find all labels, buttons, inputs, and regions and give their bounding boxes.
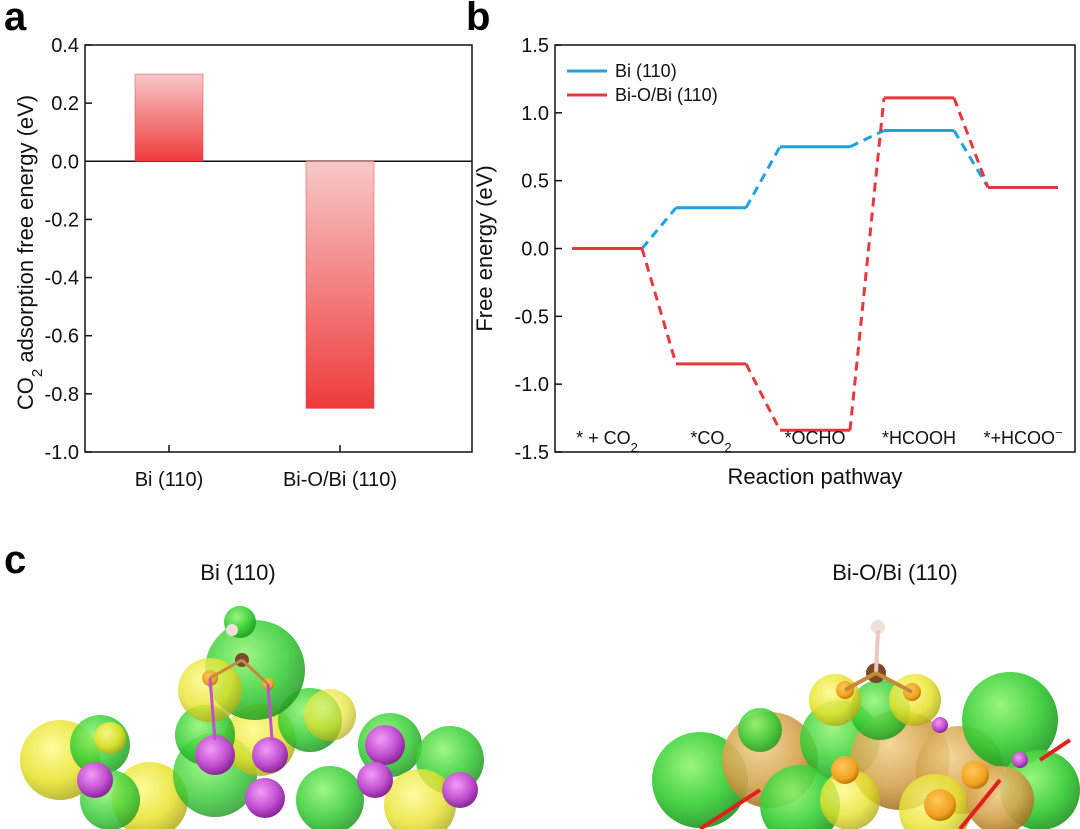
x-tick-label: Bi (110) [135, 469, 204, 491]
bi-atom [442, 772, 478, 808]
bond [240, 658, 270, 686]
y-tick-label: -1.0 [515, 374, 549, 396]
o-atom [924, 789, 956, 821]
o-atom [961, 761, 989, 789]
bond [208, 677, 217, 741]
bi-atom [365, 725, 405, 765]
bi-atom [252, 737, 288, 773]
x-axis-title-b: Reaction pathway [728, 464, 903, 489]
y-tick-label: -0.2 [45, 209, 79, 231]
y-tick-label: -0.5 [515, 306, 549, 328]
energy-connector [952, 97, 990, 188]
y-tick-label: -0.6 [45, 326, 79, 348]
isosurface-blob [94, 722, 126, 754]
x-tick-label: Bi-O/Bi (110) [283, 469, 397, 491]
bi-atom [245, 778, 285, 818]
isosurface-blob [738, 708, 782, 752]
bond [875, 671, 913, 694]
step-label: *CO2 [690, 428, 731, 455]
panel-letter-c: c [4, 538, 26, 582]
bond [1038, 738, 1072, 762]
bond [844, 671, 877, 692]
isosurface-blob [760, 765, 840, 829]
y-tick-label: 0.4 [51, 35, 79, 57]
bond [958, 778, 1002, 829]
bond [209, 658, 243, 680]
y-tick-label: 1.5 [521, 35, 549, 57]
structure-title-bi110: Bi (110) [200, 560, 275, 585]
bi-atom [77, 762, 113, 798]
charge-density-structure-bio-bi110 [652, 620, 1080, 829]
panel-letter-a: a [4, 0, 27, 39]
bi-atom [195, 735, 235, 775]
step-label: * + CO2 [576, 428, 638, 455]
o-atom [831, 756, 859, 784]
legend-label: Bi (110) [615, 61, 677, 81]
chart-a: 0.4 0.2 0.0 -0.2 -0.4 -0.6 -0.8 -1.0 Bi (110) Bi-… [13, 35, 473, 491]
y-tick-label: -0.4 [45, 268, 79, 290]
y-tick-label: 0.0 [521, 239, 549, 261]
bond [266, 683, 274, 741]
bond [874, 629, 880, 674]
h-atom [871, 620, 885, 634]
y-tick-label: 0.2 [51, 93, 79, 115]
step-label: *OCHO [784, 428, 845, 448]
bi-atom [1012, 752, 1028, 768]
y-tick-label: 1.0 [521, 103, 549, 125]
y-axis-title-a: CO2 adsorption free energy (eV) [13, 95, 46, 410]
isosurface-blob [962, 672, 1058, 768]
y-tick-label: -0.8 [45, 384, 79, 406]
energy-connector [848, 97, 886, 431]
step-label: *HCOOH [882, 428, 956, 448]
step-label: *+HCOO− [983, 425, 1062, 449]
bi-atom [357, 762, 393, 798]
bar [305, 160, 375, 409]
y-tick-label: -1.5 [515, 442, 549, 464]
energy-connector [744, 363, 782, 431]
isosurface-blob [384, 769, 456, 829]
energy-connector [640, 206, 678, 250]
isosurface-blob [809, 674, 861, 726]
bond [698, 788, 762, 829]
y-tick-label: 0.5 [521, 171, 549, 193]
y-tick-label: 0.0 [51, 151, 79, 173]
bar [134, 73, 204, 162]
charge-density-structure-bi110 [20, 606, 484, 829]
y-axis-title-b: Free energy (eV) [472, 165, 497, 331]
energy-connector [849, 129, 885, 149]
plot-frame-a [84, 44, 473, 453]
energy-connector [640, 248, 678, 365]
isosurface-blob [296, 766, 364, 829]
chart-b: 1.5 1.0 0.5 0.0 -0.5 -1.0 -1.5 * + CO2 *CO2 *OCHO… [472, 35, 1076, 489]
energy-connector [744, 146, 782, 209]
h-atom [226, 624, 238, 636]
panel-letter-b: b [466, 0, 490, 39]
bi-atom [932, 717, 948, 733]
isosurface-blob [304, 689, 356, 741]
energy-connector [952, 129, 990, 189]
isosurface-blob [820, 770, 880, 829]
structure-title-bio-bi110: Bi-O/Bi (110) [832, 560, 958, 585]
legend-label: Bi-O/Bi (110) [615, 85, 718, 105]
y-tick-label: -1.0 [45, 442, 79, 464]
